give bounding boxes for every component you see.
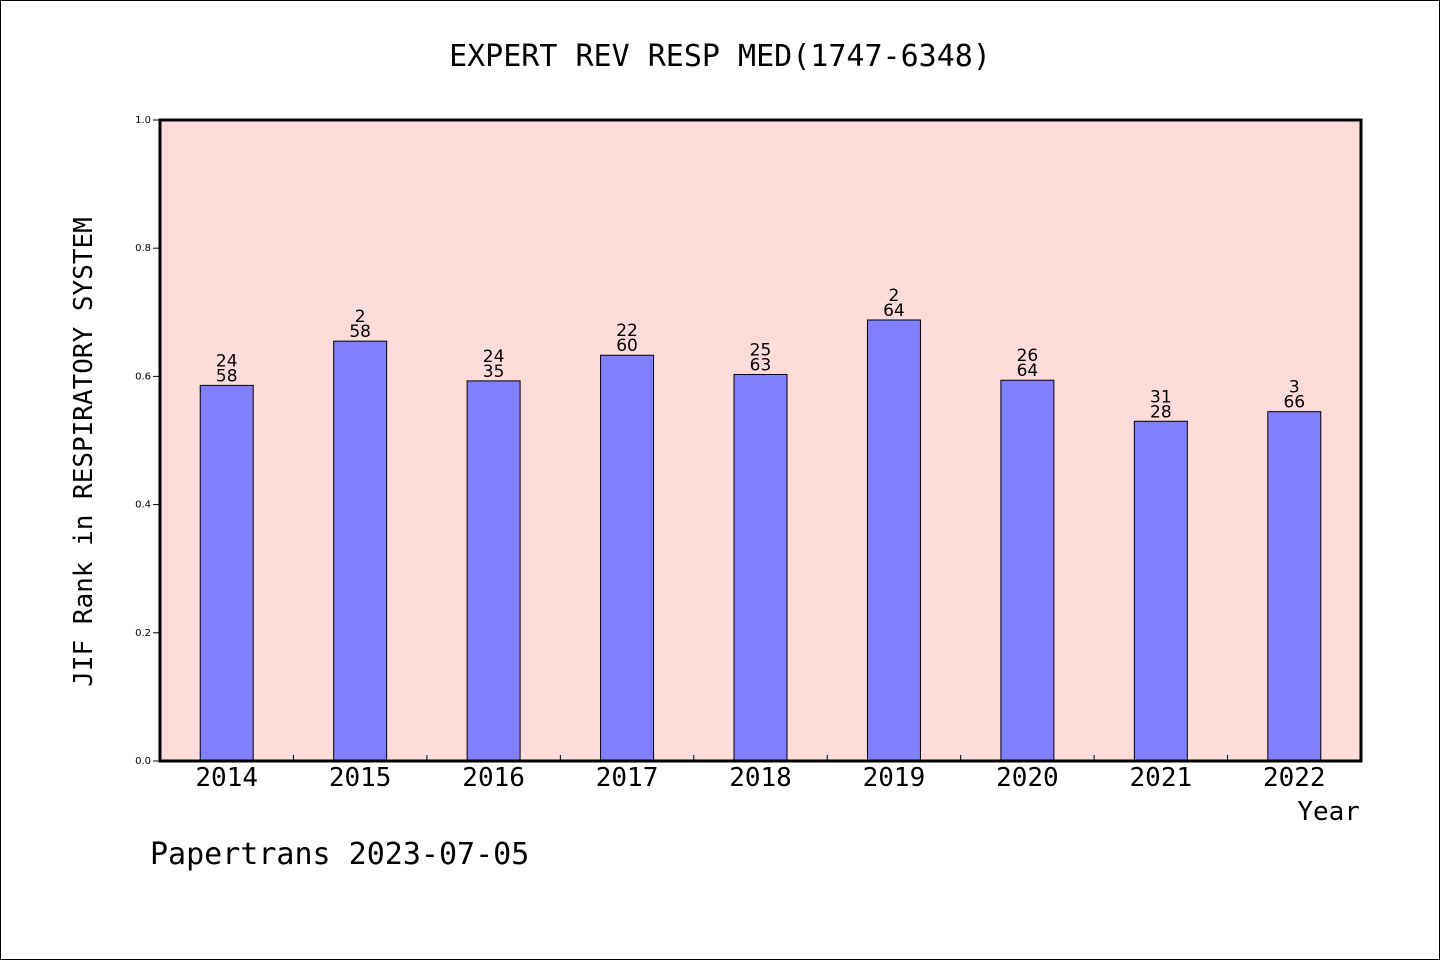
bar-rank-label: 26 [1017, 346, 1039, 366]
y-axis-label: JIF Rank in RESPIRATORY SYSTEM [69, 217, 99, 687]
bar-total-label: 58 [216, 366, 238, 386]
bar-total-label: 63 [750, 355, 772, 375]
bar-2016 [466, 380, 521, 762]
y-tick-label: 0.6 [135, 371, 151, 382]
bar-2021 [1133, 420, 1188, 762]
bar-total-label: 35 [483, 362, 505, 382]
bars [199, 319, 1322, 762]
bar-rank-label: 31 [1150, 387, 1172, 407]
bar-rank-label: 3 [1289, 378, 1300, 398]
bar-2014 [199, 384, 254, 762]
bar-2022 [1267, 411, 1322, 762]
x-tick-label: 2017 [596, 763, 659, 793]
chart-title: EXPERT REV RESP MED(1747-6348) [449, 39, 991, 74]
bar-rank-label: 24 [216, 351, 238, 371]
bar-2017 [600, 354, 655, 762]
x-tick-label: 2016 [462, 763, 525, 793]
bar-total-label: 64 [1017, 361, 1039, 381]
x-axis-label: Year [1297, 797, 1360, 827]
x-tick-label: 2022 [1263, 763, 1326, 793]
x-tick-label: 2021 [1130, 763, 1193, 793]
bar-2020 [1000, 379, 1055, 762]
x-tick-label: 2014 [195, 763, 258, 793]
bar-rank-label: 22 [616, 321, 638, 341]
bar-rank-label: 24 [483, 347, 505, 367]
x-tick-label: 2019 [863, 763, 926, 793]
y-tick-label: 1.0 [135, 115, 151, 126]
bar-rank-label: 25 [750, 340, 772, 360]
bar-2018 [733, 373, 788, 762]
x-tick-label: 2020 [996, 763, 1059, 793]
bar-rank-label: 2 [355, 307, 366, 327]
bar-rank-label: 2 [889, 286, 900, 306]
y-axis: 0.0 0.2 0.4 0.6 0.8 1.0 [135, 115, 160, 767]
bar-total-label: 66 [1283, 393, 1305, 413]
bar-total-label: 60 [616, 336, 638, 356]
bar-total-label: 28 [1150, 402, 1172, 422]
x-tick-label: 2015 [329, 763, 392, 793]
x-axis: 2014 2015 2016 2017 2018 2019 2020 2021 2022 [195, 755, 1326, 793]
x-tick-label: 2018 [729, 763, 792, 793]
footer-text: Papertrans 2023-07-05 [150, 837, 529, 872]
y-tick-label: 0.8 [135, 243, 151, 254]
bar-2019 [866, 319, 921, 762]
plot-border [158, 118, 1363, 763]
bar-total-label: 58 [349, 322, 371, 342]
y-tick-label: 0.4 [135, 500, 151, 511]
y-tick-label: 0.2 [135, 628, 151, 639]
y-tick-label: 0.0 [135, 756, 151, 767]
bar-total-label: 64 [883, 301, 905, 321]
bar-2015 [333, 340, 388, 762]
